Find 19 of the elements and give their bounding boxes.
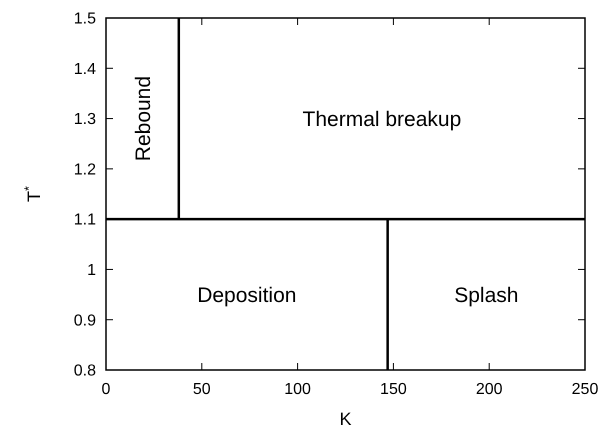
y-tick-label: 1.5	[74, 10, 96, 28]
x-tick-label: 0	[102, 381, 111, 398]
annotation: Deposition	[197, 284, 296, 307]
y-tick-label: 1	[87, 262, 96, 280]
annotation: Thermal breakup	[302, 108, 462, 131]
y-tick-label: 1.3	[74, 111, 96, 128]
annotation: Splash	[454, 284, 518, 307]
x-tick-label: 100	[284, 381, 312, 398]
y-tick-label: 0.9	[74, 312, 96, 330]
y-tick-label: 1.2	[74, 161, 96, 178]
y-tick-label: 1.1	[74, 212, 96, 229]
annotation: Rebound	[132, 76, 155, 162]
x-axis-title: K	[339, 409, 352, 429]
y-tick-label: 1.4	[74, 60, 96, 78]
x-tick-label: 50	[192, 381, 211, 398]
x-tick-label: 250	[572, 381, 598, 398]
x-tick-label: 150	[380, 381, 407, 398]
x-tick-label: 200	[476, 381, 503, 398]
y-tick-label: 0.8	[74, 362, 96, 380]
